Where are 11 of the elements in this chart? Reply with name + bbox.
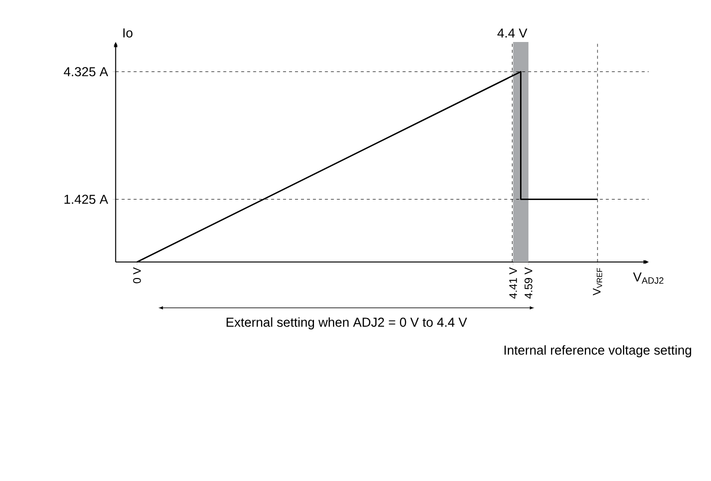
x-tick-label: 4.41 V — [509, 267, 517, 299]
y-axis-title: Io — [123, 28, 132, 38]
x-axis-title: V$_{ADJ2}$ — [633, 272, 664, 284]
ref-line-label: 4.4 V — [497, 28, 528, 38]
text: Internal reference voltage setting — [504, 345, 692, 358]
y-tick-label: 1.425 A — [64, 194, 108, 204]
y-tick-label: 4.325 A — [64, 67, 108, 76]
x-tick-label: 0 V — [133, 267, 141, 284]
x-tick-label: 4.59 V — [524, 267, 532, 299]
text: External setting when ADJ2 = 0 V to 4.4 V — [226, 317, 468, 330]
x-tick-label: V$_{VREF}$ — [592, 268, 602, 296]
